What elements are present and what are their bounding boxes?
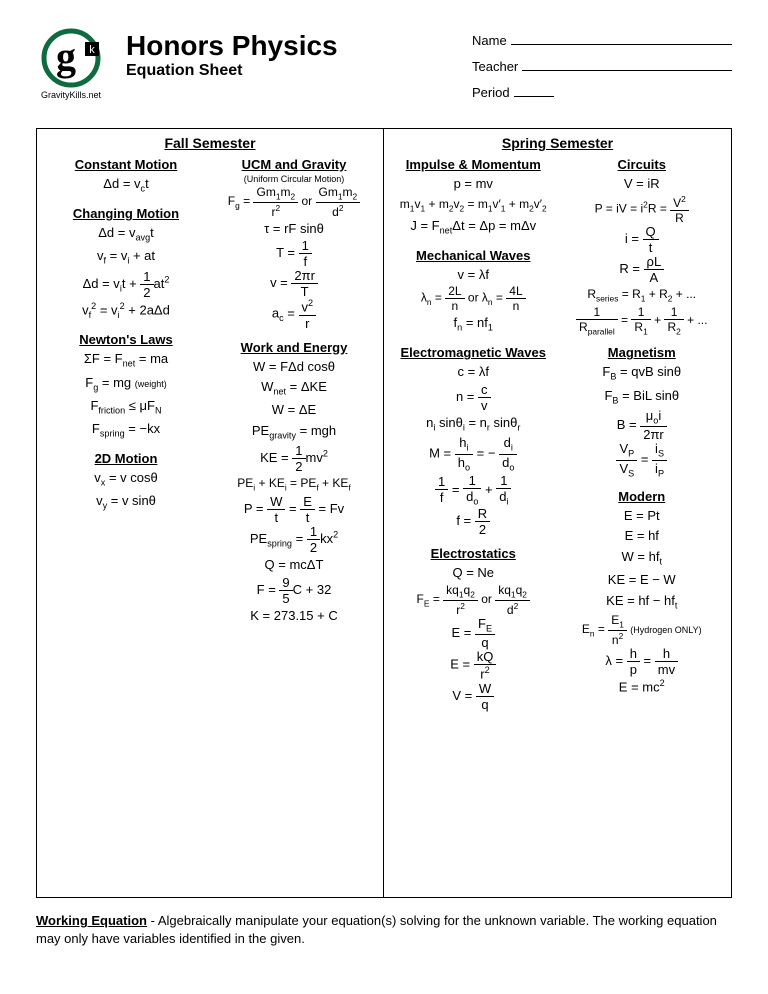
page-title: Honors Physics [126, 30, 452, 62]
modern: Modern E = Pt E = hf W = hft KE = E − W … [563, 489, 722, 697]
period-field: Period [472, 84, 732, 100]
fall-title: Fall Semester [47, 135, 373, 151]
title-block: Honors Physics Equation Sheet [126, 28, 452, 80]
logo-block: g k GravityKills.net [36, 28, 106, 100]
teacher-field: Teacher [472, 58, 732, 74]
page-subtitle: Equation Sheet [126, 62, 452, 80]
magnetism: Magnetism FB = qvB sinθ FB = BiL sinθ B … [563, 345, 722, 479]
footer-note: Working Equation - Algebraically manipul… [36, 912, 732, 947]
impulse-momentum: Impulse & Momentum p = mv m1v1 + m2v2 = … [394, 157, 553, 238]
work-energy: Work and Energy W = FΔd cosθ Wnet = ΔKE … [215, 340, 373, 625]
circuits: Circuits V = iR P = iV = i2R = V2R i = Q… [563, 157, 722, 335]
newtons-laws: Newton's Laws ΣF = Fnet = ma Fg = mg (we… [47, 332, 205, 441]
two-d-motion: 2D Motion vx = v cosθ vy = v sinθ [47, 451, 205, 513]
em-waves: Electromagnetic Waves c = λf n = cv ni s… [394, 345, 553, 536]
svg-text:g: g [56, 34, 76, 79]
header: g k GravityKills.net Honors Physics Equa… [36, 28, 732, 110]
footer-lead: Working Equation [36, 913, 147, 928]
name-field: Name [472, 32, 732, 48]
fall-left: Constant Motion Δd = vct Changing Motion… [47, 157, 205, 889]
spring-column: Spring Semester Impulse & Momentum p = m… [384, 129, 731, 897]
spring-title: Spring Semester [394, 135, 721, 151]
gravity-logo-icon: g k [41, 28, 101, 88]
fall-right: UCM and Gravity (Uniform Circular Motion… [215, 157, 373, 889]
electrostatics: Electrostatics Q = Ne FE = kq1q2r2 or kq… [394, 546, 553, 710]
spring-left: Impulse & Momentum p = mv m1v1 + m2v2 = … [394, 157, 553, 889]
fall-column: Fall Semester Constant Motion Δd = vct C… [37, 129, 384, 897]
mechanical-waves: Mechanical Waves v = λf λn = 2Ln or λn =… [394, 248, 553, 336]
svg-text:k: k [89, 44, 95, 56]
fields-block: Name Teacher Period [472, 28, 732, 110]
changing-motion: Changing Motion Δd = vavgt vf = vi + at … [47, 206, 205, 322]
ucm-gravity: UCM and Gravity (Uniform Circular Motion… [215, 157, 373, 330]
constant-motion: Constant Motion Δd = vct [47, 157, 205, 196]
logo-caption: GravityKills.net [36, 90, 106, 100]
spring-right: Circuits V = iR P = iV = i2R = V2R i = Q… [563, 157, 722, 889]
equation-sheet: Fall Semester Constant Motion Δd = vct C… [36, 128, 732, 898]
